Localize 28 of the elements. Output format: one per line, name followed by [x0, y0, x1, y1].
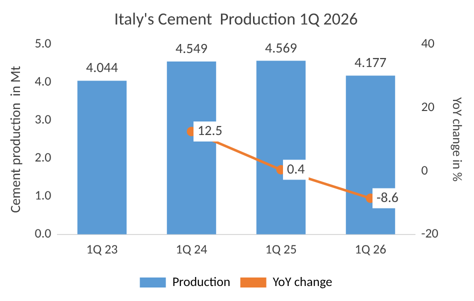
y2-axis-title: YoY change in %: [448, 97, 464, 182]
data-label: 4.044: [86, 59, 118, 76]
data-label: 4.177: [354, 54, 386, 72]
chart-title: Italy's Cement Production 1Q 2026: [114, 8, 358, 30]
y-tick-label: 0.0: [34, 226, 52, 242]
bar: [256, 60, 306, 234]
y-axis-title: Cement production in Mt: [6, 66, 24, 213]
data-label: 0.4: [286, 160, 305, 178]
y2-tick-label: 0: [421, 163, 428, 178]
y2-tick-label: 20: [421, 100, 435, 115]
y-tick-label: 3.0: [34, 112, 52, 128]
legend-label: YoY change: [272, 274, 332, 290]
data-label: 12.5: [198, 122, 222, 139]
data-label: 4.569: [265, 39, 297, 56]
y-tick-label: 1.0: [34, 188, 52, 204]
y-tick-label: 2.0: [34, 150, 52, 166]
x-tick-label: 1Q 26: [354, 242, 387, 258]
legend-label: Production: [172, 274, 230, 290]
y-tick-label: 5.0: [34, 36, 52, 52]
x-tick-label: 1Q 23: [86, 242, 118, 258]
data-label: 4.549: [176, 40, 208, 58]
x-tick-label: 1Q 25: [265, 242, 297, 258]
y2-tick-label: -20: [421, 226, 439, 242]
data-label: -8.6: [376, 188, 399, 206]
x-tick-label: 1Q 24: [176, 242, 208, 258]
y2-tick-label: 40: [421, 36, 435, 52]
y-tick-label: 4.0: [34, 74, 52, 90]
bar: [77, 80, 127, 234]
